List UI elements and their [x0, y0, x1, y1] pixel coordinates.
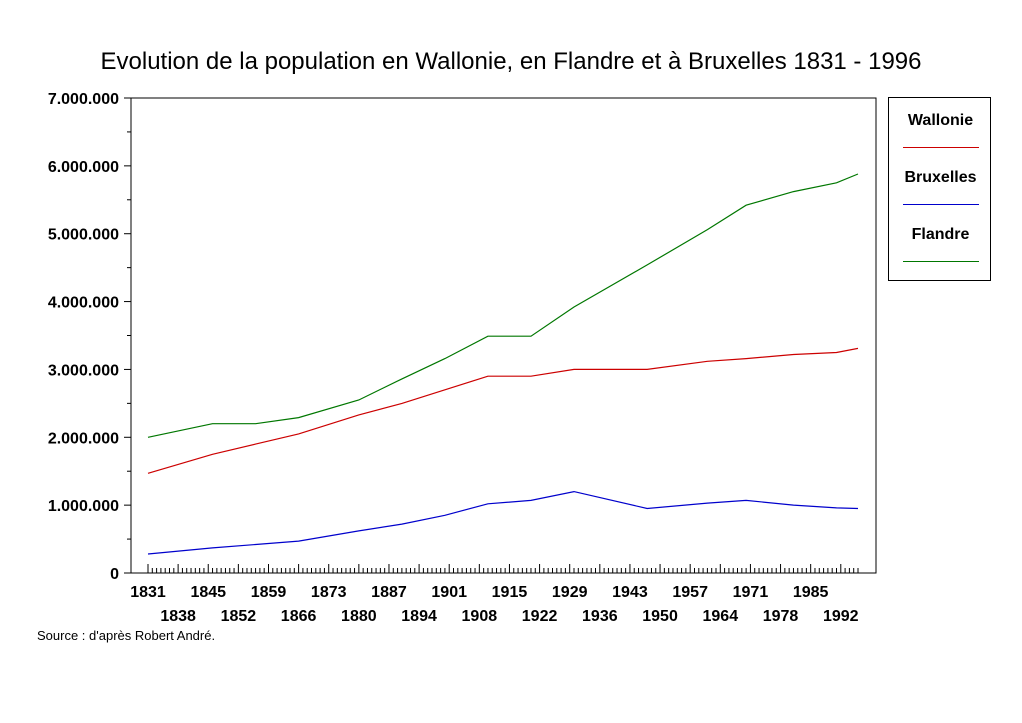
legend-label: Flandre [911, 226, 970, 243]
x-tick-label: 1880 [341, 608, 377, 625]
series-line-bruxelles [147, 490, 859, 555]
x-tick-label: 1852 [221, 608, 257, 625]
x-tick-label: 1866 [281, 608, 317, 625]
x-tick-label: 1859 [251, 584, 287, 601]
x-tick-label: 1957 [672, 584, 708, 601]
y-axis: 0 1.000.000 2.000.000 3.000.000 4.000.000 5.0… [48, 91, 131, 583]
y-tick-label: 2.000.000 [48, 430, 119, 447]
y-tick-label: 5.000.000 [48, 227, 119, 244]
x-tick-label: 1964 [703, 608, 739, 625]
series-lines [147, 173, 859, 555]
legend-swatch [903, 204, 979, 205]
y-tick-label: 3.000.000 [48, 362, 119, 379]
y-tick-label: 7.000.000 [48, 91, 119, 108]
legend-item-bruxelles: Bruxelles [889, 155, 992, 212]
x-tick-label: 1873 [311, 584, 347, 601]
legend-swatch [903, 261, 979, 262]
y-tick-label: 6.000.000 [48, 159, 119, 176]
x-tick-label: 1894 [401, 608, 437, 625]
series-line-wallonie [147, 347, 859, 474]
x-tick-label: 1985 [793, 584, 829, 601]
chart-title: Evolution de la population en Wallonie, … [100, 48, 922, 75]
legend: Wallonie Bruxelles Flandre [888, 97, 991, 281]
y-tick-label: 4.000.000 [48, 295, 119, 312]
x-axis: 1831 1845 1859 1873 1887 1901 1915 1929 1943 1957… [130, 564, 859, 625]
x-tick-label: 1943 [612, 584, 648, 601]
x-tick-label: 1845 [190, 584, 226, 601]
x-tick-label: 1929 [552, 584, 588, 601]
x-tick-label: 1978 [763, 608, 799, 625]
y-tick-label: 1.000.000 [48, 498, 119, 515]
y-tick-label: 0 [110, 566, 119, 583]
legend-swatch [903, 147, 979, 148]
x-tick-label: 1831 [130, 584, 166, 601]
legend-label: Bruxelles [904, 169, 977, 186]
x-tick-label: 1901 [431, 584, 467, 601]
x-tick-label: 1838 [160, 608, 196, 625]
legend-item-flandre: Flandre [889, 212, 992, 269]
x-tick-label: 1922 [522, 608, 558, 625]
source-note: Source : d'après Robert André. [37, 628, 216, 643]
legend-item-wallonie: Wallonie [889, 98, 992, 155]
x-tick-label: 1936 [582, 608, 618, 625]
series-line-flandre [147, 173, 859, 438]
x-tick-label: 1908 [462, 608, 498, 625]
x-tick-label: 1915 [492, 584, 528, 601]
legend-label: Wallonie [907, 112, 974, 129]
x-tick-label: 1950 [642, 608, 678, 625]
x-tick-label: 1887 [371, 584, 407, 601]
x-tick-label: 1992 [823, 608, 859, 625]
x-tick-label: 1971 [733, 584, 769, 601]
